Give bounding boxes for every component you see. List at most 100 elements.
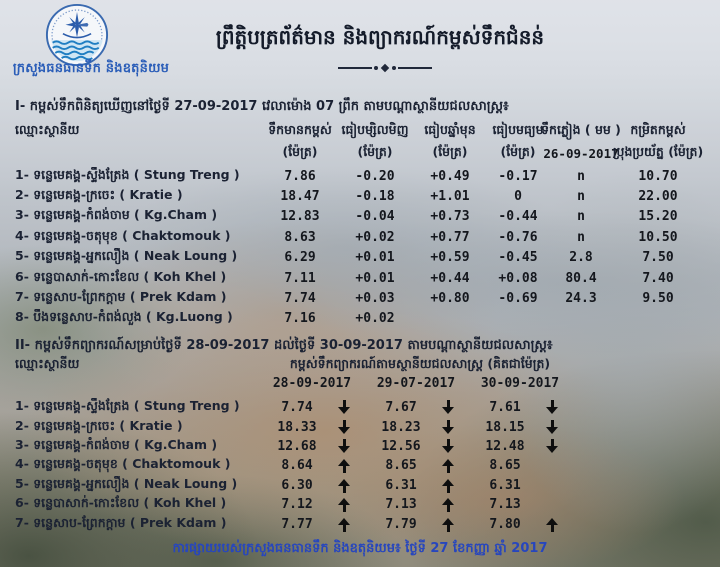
vs-average: -0.76 — [498, 229, 538, 245]
station-name: 4- ទន្លេមេគង្គ-ចតុមុខ ( Chaktomouk ) — [15, 456, 231, 472]
trend-arrow-icon — [441, 419, 455, 435]
forecast-day1: 7.77 — [281, 516, 313, 532]
trend-arrow-icon — [441, 438, 455, 454]
table-row: 7- ទន្លេសាប-ព្រែកក្ដាម ( Prek Kdam ) 7.7… — [0, 514, 720, 533]
vs-last-year: +0.73 — [430, 209, 470, 225]
table-row: 2- ទន្លេមេគង្គ-ក្រចេះ ( Kratie ) 18.47 -… — [0, 186, 720, 206]
forecast-day3: 18.15 — [485, 419, 525, 435]
station-name: 5- ទន្លេមេគង្គ-អ្នកលឿង ( Neak Loung ) — [15, 475, 238, 491]
trend-arrow-icon — [337, 517, 351, 532]
col-alert-label: កម្រិតកម្ពស់ — [630, 121, 686, 137]
forecast-day1: 12.68 — [277, 438, 317, 454]
vs-last-year: +0.59 — [430, 250, 470, 266]
forecast-day1: 18.33 — [277, 419, 317, 435]
trend-arrow-icon — [441, 517, 455, 532]
station-name: 3- ទន្លេមេគង្គ-កំពង់ចាម ( Kg.Cham ) — [15, 207, 218, 223]
alert-level: 7.50 — [642, 250, 674, 266]
water-level: 12.83 — [280, 209, 320, 225]
rainfall: 2.8 — [569, 250, 593, 266]
col-level-unit: (ម៉ែត្រ) — [282, 143, 318, 159]
forecast-day3: 7.13 — [489, 497, 521, 513]
section2-heading: II- កម្ពស់ទឹកព្យាករណ៍សម្រាប់ថ្ងៃទី 28-09… — [15, 338, 553, 353]
vs-last-year: +0.44 — [430, 270, 470, 286]
page-title: ព្រឹត្តិបត្រព័ត៌មាន និងព្យាករណ៍កម្ពស់ទឹក… — [215, 25, 545, 49]
forecast-day1: 8.64 — [281, 458, 313, 474]
rainfall: n — [577, 168, 585, 184]
rainfall: n — [577, 189, 585, 205]
forecast-date-2: 29-07-2017 — [376, 376, 456, 391]
trend-arrow-icon — [337, 478, 351, 493]
section1-heading: I- កម្ពស់ទឹកពិនិត្យឃើញនៅថ្ងៃទី 27-09-201… — [15, 99, 509, 114]
observed-levels-table: 1- ទន្លេមេគង្គ-ស្ទឹងត្រែង ( Stung Treng … — [0, 166, 720, 329]
col-vs-yesterday-unit: (ម៉ែត្រ) — [357, 143, 393, 159]
vs-yesterday: -0.18 — [355, 189, 395, 205]
vs-last-year: +1.01 — [430, 189, 470, 205]
rainfall: 24.3 — [565, 291, 597, 307]
trend-arrow-icon — [545, 517, 559, 532]
table-row: 5- ទន្លេមេគង្គ-អ្នកលឿង ( Neak Loung ) 6.… — [0, 476, 720, 495]
water-level: 7.11 — [284, 270, 316, 286]
vs-yesterday: -0.04 — [355, 209, 395, 225]
vs-yesterday: +0.02 — [355, 229, 395, 245]
trend-arrow-icon — [545, 419, 559, 435]
alert-level: 15.20 — [638, 209, 678, 225]
trend-arrow-icon — [545, 458, 559, 473]
station-name: 2- ទន្លេមេគង្គ-ក្រចេះ ( Kratie ) — [15, 417, 183, 433]
rainfall: n — [577, 229, 585, 245]
col-vs-average-unit: (ម៉ែត្រ) — [500, 143, 536, 159]
vs-last-year: +0.77 — [430, 229, 470, 245]
publication-footer: ការផ្សាយរបស់ក្រសួងធនធានទឹក និងឧតុនិយម៖ ថ… — [172, 541, 548, 556]
forecast-date-3: 30-09-2017 — [480, 376, 560, 391]
vs-average: -0.44 — [498, 209, 538, 225]
station-name: 1- ទន្លេមេគង្គ-ស្ទឹងត្រែង ( Stung Treng … — [15, 398, 240, 414]
water-level: 7.16 — [284, 311, 316, 327]
alert-level: 9.50 — [642, 291, 674, 307]
rainfall: n — [577, 209, 585, 225]
station-name: 3- ទន្លេមេគង្គ-កំពង់ចាម ( Kg.Cham ) — [15, 436, 218, 452]
vs-average: -0.17 — [498, 168, 538, 184]
forecast-day2: 12.56 — [381, 438, 421, 454]
table-row: 7- ទន្លេសាប-ព្រែកក្ដាម ( Prek Kdam ) 7.7… — [0, 288, 720, 308]
vs-yesterday: -0.20 — [355, 168, 395, 184]
forecast-table: 1- ទន្លេមេគង្គ-ស្ទឹងត្រែង ( Stung Treng … — [0, 398, 720, 534]
vs-last-year: +0.80 — [430, 291, 470, 307]
vs-average: 0 — [514, 189, 522, 205]
forecast-date-1: 28-09-2017 — [272, 376, 352, 391]
vs-average: -0.69 — [498, 291, 538, 307]
station-name: 7- ទន្លេសាប-ព្រែកក្ដាម ( Prek Kdam ) — [15, 514, 227, 530]
forecast-day2: 7.67 — [385, 400, 417, 416]
col-level-label: ទឹកមានកម្ពស់ — [268, 121, 332, 137]
trend-arrow-icon — [441, 497, 455, 513]
trend-arrow-icon — [545, 497, 559, 512]
alert-level: 22.00 — [638, 189, 678, 205]
table-row: 1- ទន្លេមេគង្គ-ស្ទឹងត្រែង ( Stung Treng … — [0, 166, 720, 186]
table-row: 8- បឹងទន្លេសាប-កំពង់លួង ( Kg.Luong ) 7.1… — [0, 309, 720, 329]
trend-arrow-icon — [337, 400, 351, 415]
trend-arrow-icon — [545, 478, 559, 493]
station-name: 1- ទន្លេមេគង្គ-ស្ទឹងត្រែង ( Stung Treng … — [15, 166, 240, 182]
vs-yesterday: +0.02 — [355, 311, 395, 327]
forecast-day1: 6.30 — [281, 477, 313, 493]
trend-arrow-icon — [545, 400, 559, 415]
alert-level: 7.40 — [642, 270, 674, 286]
ministry-seal-compass-waves-icon — [45, 3, 109, 67]
forecast-day2: 7.13 — [385, 497, 417, 513]
table-row: 2- ទន្លេមេគង្គ-ក្រចេះ ( Kratie ) 18.33 1… — [0, 417, 720, 436]
table-row: 1- ទន្លេមេគង្គ-ស្ទឹងត្រែង ( Stung Treng … — [0, 398, 720, 417]
forecast-day1: 7.12 — [281, 497, 313, 513]
table-row: 6- ទន្លេបាសាក់-កោះខែល ( Koh Khel ) 7.11 … — [0, 268, 720, 288]
water-level: 8.63 — [284, 229, 316, 245]
title-divider — [330, 63, 440, 73]
vs-yesterday: +0.03 — [355, 291, 395, 307]
col-vs-lastyear-unit: (ម៉ែត្រ) — [432, 143, 468, 159]
section1-column-headers: ឈ្មោះស្ថានីយ ទឹកមានកម្ពស់ ធៀបម្សិលមិញ ធៀ… — [0, 120, 720, 164]
station-name: 5- ទន្លេមេគង្គ-អ្នកលឿង ( Neak Loung ) — [15, 248, 238, 264]
vs-yesterday: +0.01 — [355, 250, 395, 266]
trend-arrow-icon — [545, 438, 559, 454]
trend-arrow-icon — [441, 400, 455, 415]
table-row: 6- ទន្លេបាសាក់-កោះខែល ( Koh Khel ) 7.12 … — [0, 495, 720, 514]
forecast-group-header: កម្ពស់ទឹកព្យាករណ៍តាមស្ថានីយជលសាស្ត្រ (គិ… — [289, 356, 551, 371]
trend-arrow-icon — [337, 438, 351, 454]
